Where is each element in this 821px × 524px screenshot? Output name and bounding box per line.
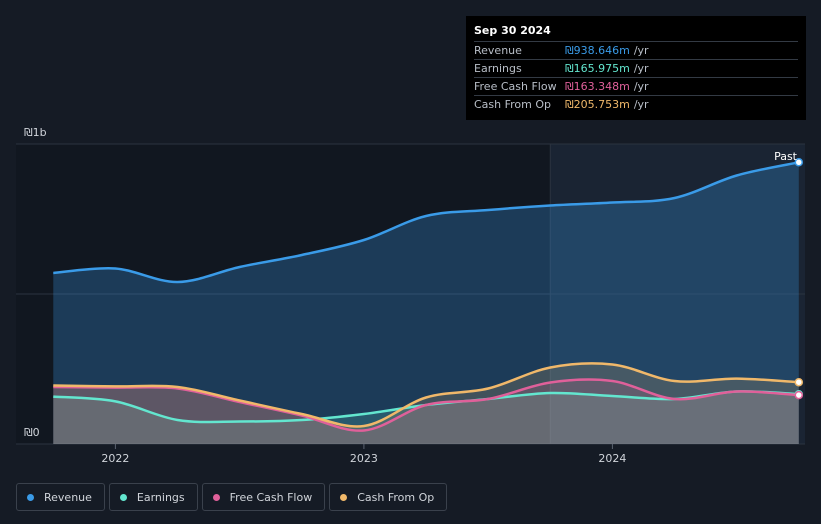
tooltip-label: Cash From Op bbox=[474, 98, 552, 111]
tooltip-value: ₪938.646m bbox=[565, 44, 630, 57]
legend-dot-icon bbox=[212, 493, 220, 501]
legend-item-cash-from-op[interactable]: Cash From Op bbox=[329, 483, 448, 511]
tooltip-row-earnings: Earnings ₪165.975m /yr bbox=[474, 59, 798, 77]
legend-item-earnings[interactable]: Earnings bbox=[108, 483, 198, 511]
tooltip-date: Sep 30 2024 bbox=[474, 24, 551, 37]
tooltip-unit: /yr bbox=[633, 62, 649, 75]
chart-area: 2022 2023 2024 ₪1b ₪0 Past bbox=[16, 126, 805, 465]
past-label: Past bbox=[774, 150, 798, 163]
endpoint-revenue bbox=[794, 158, 804, 167]
endpoint-free-cash-flow bbox=[794, 390, 804, 400]
y-tick-label: ₪1b bbox=[24, 126, 47, 139]
legend-dot-icon bbox=[119, 493, 127, 501]
legend-dot-icon bbox=[27, 493, 34, 501]
area-cash-from-op bbox=[53, 363, 799, 444]
legend-label: Cash From Op bbox=[357, 490, 435, 504]
x-tick-label: 2024 bbox=[598, 452, 626, 465]
tooltip-label: Earnings bbox=[474, 62, 522, 75]
tooltip: Sep 30 2024 Revenue ₪938.646m /yr Earnin… bbox=[466, 16, 806, 120]
tooltip-unit: /yr bbox=[633, 80, 649, 93]
tooltip-row-revenue: Revenue ₪938.646m /yr bbox=[474, 41, 798, 59]
x-tick-label: 2023 bbox=[350, 452, 378, 465]
legend: Revenue Earnings Free Cash Flow Cash Fro… bbox=[16, 483, 448, 511]
tooltip-row-free-cash-flow: Free Cash Flow ₪163.348m /yr bbox=[474, 77, 798, 95]
tooltip-unit: /yr bbox=[633, 44, 649, 57]
legend-item-revenue[interactable]: Revenue bbox=[16, 483, 105, 511]
x-tick-label: 2022 bbox=[101, 452, 129, 465]
legend-label: Revenue bbox=[44, 490, 92, 504]
line-cash-from-op bbox=[53, 362, 799, 428]
tooltip-value: ₪163.348m bbox=[565, 80, 630, 93]
area-earnings bbox=[53, 391, 799, 444]
tooltip-label: Free Cash Flow bbox=[474, 80, 557, 93]
tooltip-value: ₪165.975m bbox=[565, 62, 630, 75]
legend-item-free-cash-flow[interactable]: Free Cash Flow bbox=[201, 483, 326, 511]
area-revenue bbox=[53, 162, 799, 445]
tooltip-unit: /yr bbox=[633, 98, 649, 111]
tooltip-value: ₪205.753m bbox=[565, 98, 630, 111]
legend-label: Free Cash Flow bbox=[229, 490, 313, 504]
tooltip-label: Revenue bbox=[474, 44, 522, 57]
tooltip-row-cash-from-op: Cash From Op ₪205.753m /yr bbox=[474, 95, 798, 113]
endpoint-cash-from-op bbox=[794, 377, 804, 387]
legend-label: Earnings bbox=[136, 490, 185, 504]
line-free-cash-flow bbox=[53, 378, 799, 432]
line-revenue bbox=[53, 161, 800, 284]
legend-dot-icon bbox=[340, 493, 348, 501]
y-tick-label: ₪0 bbox=[24, 426, 40, 439]
